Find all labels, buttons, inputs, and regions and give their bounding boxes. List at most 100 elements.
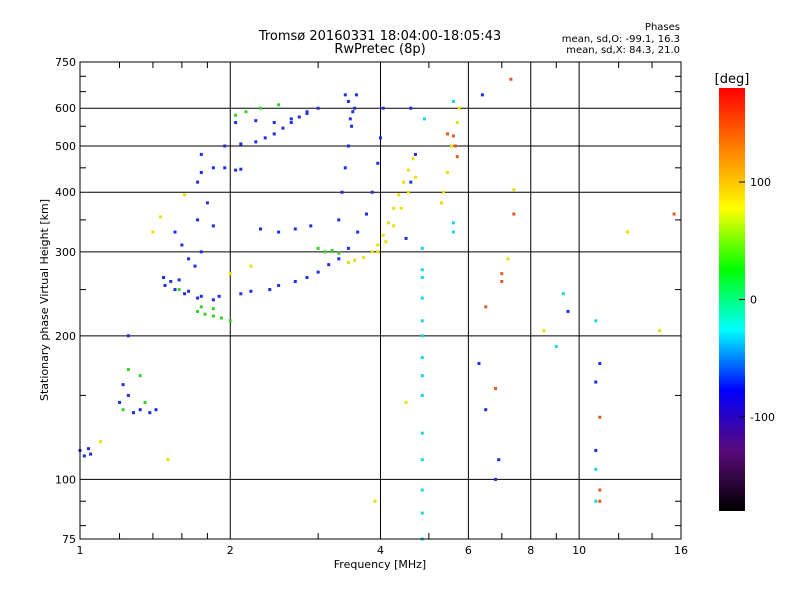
x-tick-label: 16 xyxy=(674,544,688,557)
scatter-point xyxy=(199,250,203,254)
scatter-point xyxy=(346,144,350,148)
grid-lines xyxy=(80,62,681,539)
scatter-point xyxy=(362,255,366,259)
scatter-point xyxy=(126,367,130,371)
scatter-point xyxy=(420,431,424,435)
stats-heading: Phases xyxy=(645,22,680,33)
y-axis: 75 100 200 300 400 500 600 750 xyxy=(55,56,681,546)
scatter-point xyxy=(148,411,152,415)
scatter-point xyxy=(346,260,350,264)
scatter-point xyxy=(420,246,424,250)
stats-o-line: mean, sd,O: -99.1, 16.3 xyxy=(562,34,680,45)
y-tick-label: 300 xyxy=(55,246,76,259)
scatter-point xyxy=(480,93,484,97)
scatter-point xyxy=(554,344,558,348)
scatter-point xyxy=(337,218,341,222)
scatter-point xyxy=(420,393,424,397)
scatter-point xyxy=(353,258,357,262)
scatter-point xyxy=(497,458,501,462)
scatter-point xyxy=(420,319,424,323)
x-tick-label: 4 xyxy=(377,544,384,557)
scatter-point xyxy=(451,134,455,138)
scatter-point xyxy=(309,224,313,228)
scatter-point xyxy=(203,312,207,316)
scatter-point xyxy=(351,110,355,114)
scatter-point xyxy=(199,170,203,174)
scatter-point xyxy=(446,132,450,136)
scatter-point xyxy=(151,230,155,234)
scatter-point xyxy=(173,230,177,234)
scatter-point xyxy=(442,190,446,194)
scatter-point xyxy=(211,224,215,228)
scatter-point xyxy=(293,279,297,283)
scatter-point xyxy=(440,201,444,205)
scatter-point xyxy=(420,488,424,492)
scatter-point xyxy=(239,167,243,171)
scatter-point xyxy=(343,166,347,170)
scatter-point xyxy=(420,356,424,360)
scatter-point xyxy=(457,106,461,110)
scatter-point xyxy=(166,458,170,462)
scatter-point xyxy=(162,276,166,280)
scatter-point xyxy=(658,329,662,333)
scatter-point xyxy=(594,499,598,503)
scatter-point xyxy=(451,230,455,234)
scatter-point xyxy=(263,136,267,140)
scatter-point xyxy=(323,250,327,254)
scatter-point xyxy=(199,294,203,298)
scatter-point xyxy=(268,288,272,292)
scatter-point xyxy=(118,400,122,404)
scatter-point xyxy=(420,511,424,515)
stats-x-line: mean, sd,X: 84.3, 21.0 xyxy=(566,45,680,56)
scatter-point xyxy=(272,121,276,125)
scatter-point xyxy=(193,264,197,268)
scatter-point xyxy=(373,499,377,503)
y-tick-label: 500 xyxy=(55,140,76,153)
scatter-point xyxy=(305,111,309,115)
scatter-point xyxy=(420,276,424,280)
scatter-point xyxy=(506,257,510,261)
scatter-point xyxy=(376,250,380,254)
scatter-point xyxy=(392,206,396,210)
scatter-point xyxy=(196,296,200,300)
scatter-point xyxy=(381,106,385,110)
scatter-point xyxy=(381,233,385,237)
chart-title: Tromsø 20160331 18:04:00-18:05:43 xyxy=(258,29,501,44)
scatter-point xyxy=(409,106,413,110)
scatter-point xyxy=(217,294,221,298)
scatter-point xyxy=(561,292,565,296)
scatter-point xyxy=(223,166,227,170)
scatter-point xyxy=(169,279,173,283)
scatter-point xyxy=(542,329,546,333)
colorbar-tick-label: 0 xyxy=(750,294,757,307)
scatter-point xyxy=(305,110,309,114)
scatter-point xyxy=(277,103,281,107)
scatter-point xyxy=(594,380,598,384)
scatter-point xyxy=(234,168,238,172)
scatter-point xyxy=(500,279,504,283)
scatter-point xyxy=(163,283,167,287)
scatter-point xyxy=(420,296,424,300)
scatter-point xyxy=(672,212,676,216)
scatter-point xyxy=(234,113,238,117)
scatter-point xyxy=(455,155,459,159)
scatter-point xyxy=(330,248,334,252)
scatter-point xyxy=(446,170,450,174)
scatter-point xyxy=(356,230,360,234)
scatter-point xyxy=(346,99,350,103)
scatter-point xyxy=(183,193,187,197)
scatter-point xyxy=(254,119,258,123)
scatter-point xyxy=(451,221,455,225)
scatter-point xyxy=(234,121,238,125)
scatter-point xyxy=(346,246,350,250)
scatter-point xyxy=(625,230,629,234)
scatter-point xyxy=(566,309,570,313)
scatter-point xyxy=(404,400,408,404)
scatter-point xyxy=(177,278,181,282)
scatter-point xyxy=(211,314,215,318)
y-tick-label: 75 xyxy=(62,533,76,546)
scatter-point xyxy=(397,193,401,197)
scatter-point xyxy=(173,288,177,292)
scatter-point xyxy=(337,257,341,261)
scatter-point xyxy=(249,264,253,268)
